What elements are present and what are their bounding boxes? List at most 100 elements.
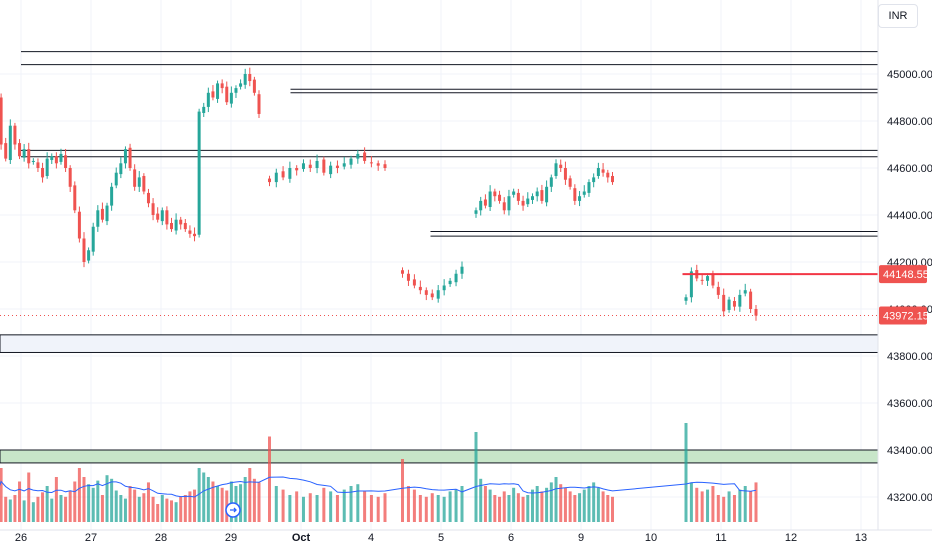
candle-body[interactable] (592, 177, 595, 182)
candle-body[interactable] (41, 168, 44, 177)
candle-body[interactable] (545, 187, 548, 203)
candle-body[interactable] (32, 161, 35, 162)
candle-body[interactable] (498, 195, 501, 201)
candle-body[interactable] (202, 107, 205, 113)
candle-body[interactable] (449, 281, 452, 284)
candle-body[interactable] (106, 206, 109, 222)
candle-body[interactable] (78, 212, 81, 239)
candle-body[interactable] (165, 210, 168, 224)
candle-body[interactable] (475, 210, 478, 214)
candle-body[interactable] (110, 187, 113, 206)
candle-body[interactable] (569, 178, 572, 186)
candle-body[interactable] (64, 155, 67, 168)
candle-body[interactable] (517, 193, 520, 201)
currency-selector-button[interactable]: INR (878, 4, 918, 28)
candle-body[interactable] (248, 74, 251, 81)
candle-body[interactable] (221, 83, 224, 88)
candle-body[interactable] (564, 168, 567, 180)
candle-body[interactable] (455, 274, 458, 282)
candle-body[interactable] (0, 98, 3, 145)
candle-body[interactable] (216, 83, 219, 99)
candle-body[interactable] (87, 250, 90, 260)
candle-body[interactable] (573, 188, 576, 201)
candle-body[interactable] (706, 276, 709, 281)
candle-body[interactable] (59, 154, 62, 162)
candle-body[interactable] (578, 196, 581, 201)
candle-body[interactable] (73, 185, 76, 210)
candle-body[interactable] (559, 165, 562, 168)
candle-body[interactable] (738, 295, 741, 307)
candle-body[interactable] (479, 201, 482, 210)
candle-body[interactable] (550, 177, 553, 186)
candle-body[interactable] (258, 94, 261, 114)
candle-body[interactable] (384, 164, 387, 168)
candle-body[interactable] (179, 220, 182, 225)
candle-body[interactable] (507, 196, 510, 210)
candle-body[interactable] (46, 159, 49, 176)
candle-body[interactable] (188, 231, 191, 234)
candle-body[interactable] (316, 161, 319, 168)
candle-body[interactable] (356, 154, 359, 159)
candle-body[interactable] (18, 143, 21, 156)
candle-body[interactable] (526, 199, 529, 205)
candle-body[interactable] (690, 271, 693, 297)
candle-body[interactable] (230, 93, 233, 104)
candle-body[interactable] (69, 168, 72, 187)
candle-body[interactable] (461, 267, 464, 274)
candle-body[interactable] (522, 201, 525, 206)
candle-body[interactable] (50, 156, 53, 160)
candle-body[interactable] (587, 182, 590, 193)
candle-body[interactable] (536, 192, 539, 197)
candle-body[interactable] (184, 223, 187, 229)
candle-body[interactable] (239, 83, 242, 86)
candle-body[interactable] (685, 297, 688, 301)
candle-body[interactable] (602, 169, 605, 172)
candle-body[interactable] (431, 293, 434, 297)
candle-body[interactable] (115, 173, 118, 186)
candle-body[interactable] (711, 275, 714, 286)
candle-body[interactable] (503, 202, 506, 210)
candle-body[interactable] (484, 199, 487, 205)
candle-body[interactable] (142, 176, 145, 192)
candle-body[interactable] (13, 126, 16, 145)
candle-body[interactable] (193, 234, 196, 236)
candle-body[interactable] (350, 159, 353, 165)
candle-body[interactable] (9, 126, 12, 160)
candle-body[interactable] (129, 148, 132, 168)
candle-body[interactable] (370, 162, 373, 163)
candle-body[interactable] (489, 192, 492, 208)
candle-body[interactable] (161, 210, 164, 221)
candle-body[interactable] (83, 239, 86, 263)
candle-body[interactable] (295, 168, 298, 170)
candle-body[interactable] (138, 177, 141, 186)
candle-body[interactable] (401, 270, 404, 274)
candle-body[interactable] (302, 163, 305, 169)
candle-body[interactable] (728, 300, 731, 310)
candle-body[interactable] (755, 309, 758, 316)
candle-body[interactable] (329, 166, 332, 174)
candle-body[interactable] (512, 192, 515, 195)
candle-body[interactable] (606, 173, 609, 178)
candle-body[interactable] (275, 173, 278, 182)
candle-body[interactable] (555, 163, 558, 176)
candle-body[interactable] (583, 192, 586, 195)
candle-body[interactable] (611, 176, 614, 182)
candle-body[interactable] (36, 162, 39, 168)
candle-body[interactable] (211, 91, 214, 97)
candle-body[interactable] (253, 80, 256, 93)
candle-body[interactable] (152, 203, 155, 215)
candle-body[interactable] (124, 149, 127, 163)
candle-body[interactable] (156, 214, 159, 220)
candle-body[interactable] (343, 163, 346, 166)
candle-body[interactable] (288, 168, 291, 179)
candle-body[interactable] (101, 209, 104, 220)
candle-body[interactable] (531, 196, 534, 200)
candle-body[interactable] (175, 220, 178, 231)
candle-body[interactable] (147, 193, 150, 203)
candle-body[interactable] (244, 74, 247, 85)
candle-body[interactable] (225, 87, 228, 103)
candle-body[interactable] (234, 88, 237, 93)
candle-body[interactable] (23, 149, 26, 157)
